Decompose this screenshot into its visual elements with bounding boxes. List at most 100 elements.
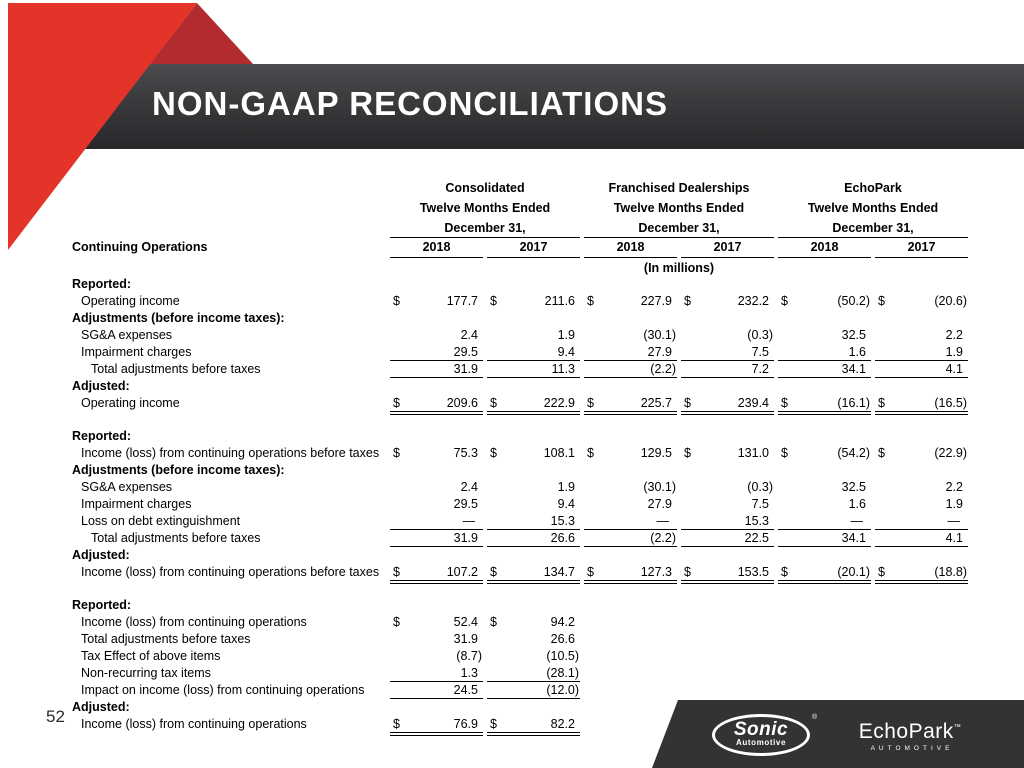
numeric-value: 29.5 — [453, 497, 478, 511]
cell-value: 1.9 — [875, 496, 968, 512]
currency-symbol — [875, 276, 878, 292]
cell-value: — — [875, 513, 968, 530]
numeric-value: 9.4 — [557, 497, 575, 511]
cell-value — [584, 310, 677, 326]
currency-symbol — [778, 513, 781, 529]
title-banner: NON-GAAP RECONCILIATIONS — [55, 64, 1024, 149]
cell-value — [875, 378, 968, 394]
currency-symbol — [778, 614, 781, 630]
cell-value: — — [584, 513, 677, 530]
table-row: Income (loss) from continuing operations… — [72, 716, 972, 736]
sonic-registered-mark: ® — [812, 714, 818, 721]
numeric-value: 108.1 — [543, 446, 575, 460]
currency-symbol: $ — [878, 396, 885, 410]
cell-value — [584, 648, 677, 664]
currency-symbol: $ — [684, 294, 691, 308]
cell-value: 2.2 — [875, 479, 968, 495]
currency-symbol — [390, 530, 393, 546]
cell-value: $108.1 — [487, 445, 580, 461]
numeric-value — [866, 378, 871, 394]
echopark-trademark-mark: ™ — [953, 724, 962, 731]
cell-value — [487, 597, 580, 613]
numeric-value — [672, 428, 677, 444]
currency-symbol — [390, 597, 393, 613]
group-subline: December 31, — [444, 221, 526, 235]
currency-symbol — [875, 496, 878, 512]
currency-symbol: $ — [587, 396, 594, 410]
currency-symbol — [875, 530, 878, 546]
currency-symbol — [875, 428, 878, 444]
numeric-value — [866, 648, 871, 664]
row-label: Reported: — [72, 598, 132, 612]
table-row: Adjusted: — [72, 699, 972, 716]
table-row: Adjustments (before income taxes): — [72, 310, 972, 327]
currency-symbol: $ — [781, 294, 788, 308]
numeric-value — [672, 631, 677, 647]
cell-value: — — [778, 513, 871, 530]
numeric-value: (2.2) — [650, 531, 676, 545]
numeric-value: 225.7 — [640, 396, 672, 410]
currency-symbol — [487, 648, 490, 664]
cell-value: 34.1 — [778, 361, 871, 378]
numeric-value: (16.1) — [837, 396, 870, 410]
cell-value: 4.1 — [875, 361, 968, 378]
numeric-value — [575, 310, 580, 326]
currency-symbol: $ — [393, 615, 400, 629]
cell-value: 11.3 — [487, 361, 580, 378]
numeric-value: 1.6 — [848, 497, 866, 511]
numeric-value — [963, 310, 968, 326]
currency-symbol — [778, 276, 781, 292]
cell-value — [778, 547, 871, 563]
currency-symbol — [681, 479, 684, 495]
currency-symbol: $ — [393, 294, 400, 308]
year-column-header: 2017 — [487, 240, 580, 258]
numeric-value — [672, 310, 677, 326]
table-row: Impairment charges 29.5 9.4 27.9 7.5 1.6 1.9 — [72, 496, 972, 513]
currency-symbol — [778, 665, 781, 681]
numeric-value — [769, 597, 774, 613]
currency-symbol — [778, 479, 781, 495]
cell-value: 31.9 — [390, 631, 483, 647]
currency-symbol — [487, 513, 490, 529]
cell-value: (10.5) — [487, 648, 580, 664]
reconciliation-table: Consolidated Twelve Months Ended Decembe… — [72, 178, 972, 736]
page-number: 52 — [46, 707, 65, 726]
cell-value — [584, 547, 677, 563]
currency-symbol: $ — [587, 294, 594, 308]
cell-value: $52.4 — [390, 614, 483, 630]
cell-value — [487, 310, 580, 326]
currency-symbol — [390, 310, 393, 326]
currency-symbol — [681, 378, 684, 394]
dark-red-triangle — [150, 3, 253, 64]
cell-value: 1.9 — [487, 479, 580, 495]
currency-symbol — [681, 276, 684, 292]
numeric-value: 209.6 — [446, 396, 478, 410]
row-label: Adjustments (before income taxes): — [72, 311, 285, 325]
cell-value — [584, 462, 677, 478]
numeric-value: 94.2 — [550, 615, 575, 629]
cell-value: 1.6 — [778, 344, 871, 361]
currency-symbol — [584, 327, 587, 343]
cell-value — [681, 614, 774, 630]
numeric-value: 26.6 — [550, 632, 575, 646]
currency-symbol: $ — [587, 446, 594, 460]
cell-value — [487, 428, 580, 444]
cell-value: 31.9 — [390, 530, 483, 547]
numeric-value — [769, 648, 774, 664]
cell-value — [681, 682, 774, 698]
cell-value — [875, 682, 968, 698]
cell-value — [778, 648, 871, 664]
cell-value — [390, 699, 483, 715]
currency-symbol — [875, 648, 878, 664]
numeric-value: 34.1 — [841, 531, 866, 545]
year-column-header: 2018 — [390, 240, 483, 258]
table-row: Impairment charges 29.5 9.4 27.9 7.5 1.6 1.9 — [72, 344, 972, 361]
cell-value: 22.5 — [681, 530, 774, 547]
cell-value — [875, 428, 968, 444]
numeric-value: 239.4 — [737, 396, 769, 410]
group-name: Franchised Dealerships — [608, 181, 750, 195]
cell-value: — — [390, 513, 483, 530]
currency-symbol: $ — [490, 294, 497, 308]
numeric-value: 22.5 — [744, 531, 769, 545]
table-row: Reported: — [72, 428, 972, 445]
